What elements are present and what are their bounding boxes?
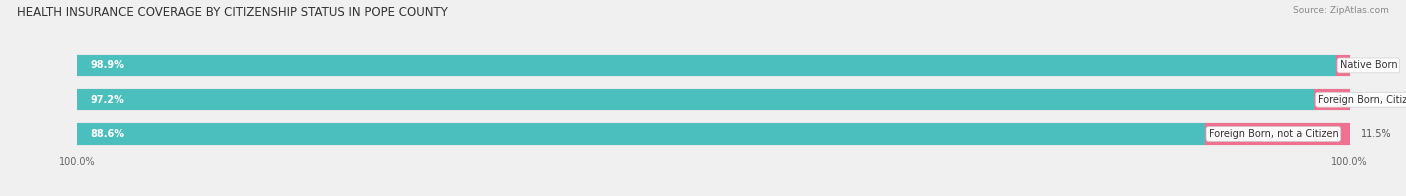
Text: Foreign Born, Citizen: Foreign Born, Citizen [1317,95,1406,105]
Bar [1336,55,1350,76]
Text: Source: ZipAtlas.com: Source: ZipAtlas.com [1294,6,1389,15]
Text: Foreign Born, not a Citizen: Foreign Born, not a Citizen [1209,129,1339,139]
Bar [1205,123,1351,145]
Text: 98.9%: 98.9% [90,60,124,70]
Text: 97.2%: 97.2% [90,95,124,105]
Bar [77,89,1350,110]
Text: 2.8%: 2.8% [1360,95,1385,105]
Bar [77,55,1336,76]
Bar [1315,89,1350,110]
Bar [77,89,1315,110]
Text: Native Born: Native Born [1340,60,1398,70]
Bar [77,55,1350,76]
Text: 1.1%: 1.1% [1360,60,1385,70]
Text: 88.6%: 88.6% [90,129,124,139]
Text: 11.5%: 11.5% [1361,129,1392,139]
Text: HEALTH INSURANCE COVERAGE BY CITIZENSHIP STATUS IN POPE COUNTY: HEALTH INSURANCE COVERAGE BY CITIZENSHIP… [17,6,447,19]
Bar [77,123,1205,145]
Bar [77,123,1350,145]
